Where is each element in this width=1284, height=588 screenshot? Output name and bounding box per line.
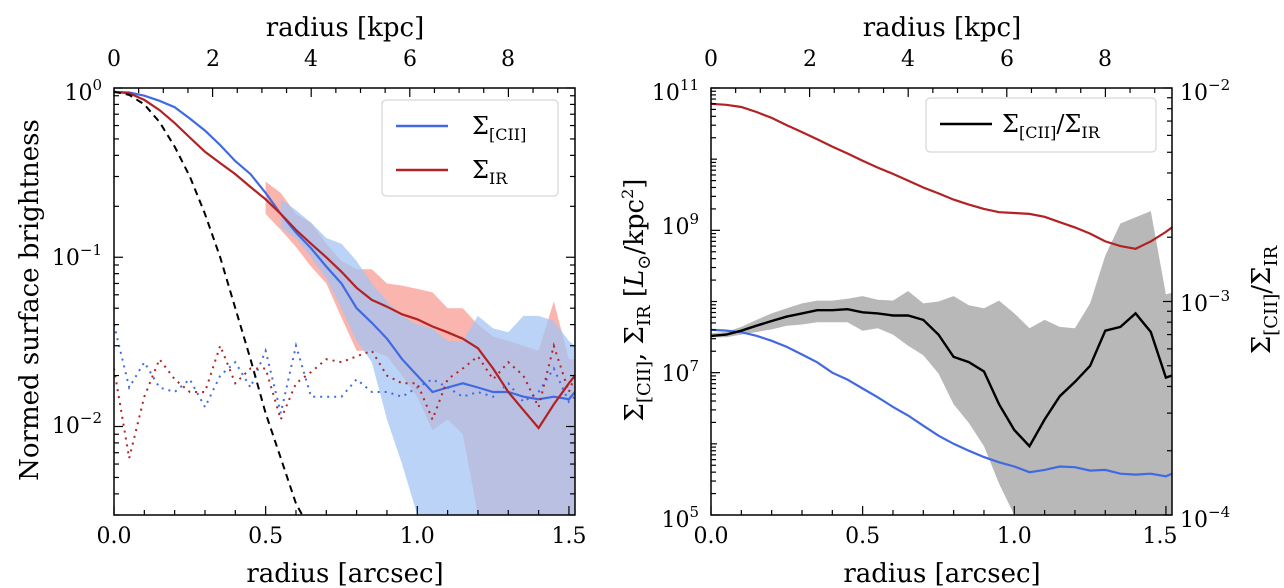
left-top-tick-label: 8 [501, 47, 515, 72]
error-band-ratio [711, 211, 1172, 515]
right-x-tick-label: 1.0 [997, 524, 1032, 549]
left-x-tick-label: 0.0 [97, 524, 132, 549]
left-y-tick-label: 10−1 [52, 241, 102, 271]
svg-text:10−2: 10−2 [1180, 76, 1230, 106]
svg-text:107: 107 [661, 357, 699, 387]
right-top-axis-label: radius [kpc] [863, 13, 1022, 43]
right-legend-box [925, 97, 1157, 153]
left-x-tick-label: 1.5 [552, 524, 587, 549]
right-y2-axis-label: Σ[CII]/ΣIR [1247, 245, 1282, 354]
left-top-tick-label: 4 [304, 47, 318, 72]
left-y-tick-label: 10−2 [52, 409, 102, 439]
svg-text:100: 100 [64, 76, 102, 106]
right-top-tick-label: 2 [803, 47, 817, 72]
left-top-axis-label: radius [kpc] [266, 13, 425, 43]
svg-text:ΣIR: ΣIR [472, 156, 508, 188]
right-x-tick-label: 0.5 [845, 524, 880, 549]
left-top-tick-label: 0 [107, 47, 121, 72]
left-legend-box [381, 99, 559, 197]
right-y-tick-label: 107 [661, 357, 699, 387]
left-y-tick-label: 100 [64, 76, 102, 106]
svg-text:109: 109 [661, 210, 699, 240]
left-x-tick-label: 0.5 [248, 524, 283, 549]
right-top-tick-label: 8 [1098, 47, 1112, 72]
right-top-tick-label: 6 [1000, 47, 1014, 72]
right-y-tick-label: 109 [661, 210, 699, 240]
svg-text:10−2: 10−2 [52, 409, 102, 439]
brightness-line-cii [711, 328, 1172, 478]
left-x-tick-label: 1.0 [400, 524, 435, 549]
left-y-axis-label: Normed surface brightness [15, 119, 45, 481]
ratio-line [711, 307, 1172, 449]
svg-text:Σ[CII], ΣIR [L⊙/kpc2]: Σ[CII], ΣIR [L⊙/kpc2] [618, 179, 655, 422]
error-band-cii [280, 199, 575, 515]
left-top-tick-label: 6 [403, 47, 417, 72]
legend-label-ir: ΣIR [472, 156, 508, 188]
left-legend: Σ[CII] ΣIR [381, 99, 559, 197]
profile-line-ir [114, 90, 575, 430]
right-panel: 0.0 0.5 1.0 1.5 0 2 4 6 8 1011 109 107 1… [618, 13, 1282, 588]
right-legend: Σ[CII]/ΣIR [925, 97, 1157, 153]
left-x-axis-label: radius [arcsec] [246, 559, 443, 588]
right-y-axis-label: Σ[CII], ΣIR [L⊙/kpc2] [618, 179, 655, 422]
right-x-axis-label: radius [arcsec] [843, 559, 1040, 588]
right-top-tick-label: 0 [704, 47, 718, 72]
svg-text:10−4: 10−4 [1180, 503, 1230, 533]
left-panel: 0.0 0.5 1.0 1.5 0 2 4 6 8 100 10−1 10−2 … [15, 13, 587, 588]
right-y2-tick-label: 10−2 [1180, 76, 1230, 106]
left-top-tick-label: 2 [206, 47, 220, 72]
right-y2-tick-label: 10−4 [1180, 503, 1230, 533]
right-x-tick-label: 1.5 [1143, 524, 1178, 549]
brightness-line-ir [711, 102, 1172, 250]
right-y2-tick-label: 10−3 [1180, 287, 1230, 317]
svg-text:10−1: 10−1 [52, 241, 102, 271]
svg-text:10−3: 10−3 [1180, 287, 1230, 317]
left-plot-frame [113, 87, 576, 516]
svg-text:1011: 1011 [652, 76, 699, 106]
right-y-tick-label: 1011 [652, 76, 699, 106]
svg-text:Σ[CII]/ΣIR: Σ[CII]/ΣIR [1247, 245, 1282, 354]
profile-line-cii [114, 90, 575, 401]
right-x-tick-label: 0.0 [694, 524, 729, 549]
psf-dashed-line [114, 90, 304, 515]
right-top-tick-label: 4 [901, 47, 915, 72]
